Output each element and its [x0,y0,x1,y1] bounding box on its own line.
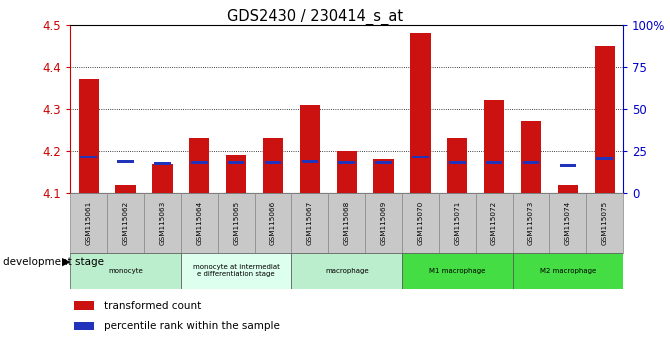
Bar [74,301,94,309]
Bar [291,253,402,289]
Bar [402,193,439,253]
Bar [70,253,181,289]
Bar [338,161,355,164]
Text: GSM115075: GSM115075 [602,201,608,245]
Bar [181,253,291,289]
Text: M1 macrophage: M1 macrophage [429,268,486,274]
Text: macrophage: macrophage [325,268,368,274]
Bar [375,161,392,164]
Bar [373,159,394,193]
Bar [410,33,431,193]
Bar [117,160,134,163]
Bar [412,156,429,159]
Text: GSM115068: GSM115068 [344,201,350,245]
Text: GSM115067: GSM115067 [307,201,313,245]
Bar [74,321,94,330]
Text: GSM115069: GSM115069 [381,201,387,245]
Bar [189,138,210,193]
Bar [328,193,365,253]
Text: monocyte at intermediat
e differentiation stage: monocyte at intermediat e differentiatio… [193,264,279,277]
Bar [449,161,466,164]
Bar [299,105,320,193]
Bar [107,193,144,253]
Bar [521,121,541,193]
Text: monocyte: monocyte [109,268,143,274]
Bar [596,157,613,160]
Bar [218,193,255,253]
Bar [557,184,578,193]
Bar [513,253,623,289]
Text: GSM115073: GSM115073 [528,201,534,245]
Bar [181,193,218,253]
Bar [154,162,171,165]
Bar [476,193,513,253]
Bar [80,156,97,159]
Bar [594,46,615,193]
Text: M2 macrophage: M2 macrophage [540,268,596,274]
Bar [447,138,468,193]
Bar [302,160,318,163]
Text: development stage: development stage [3,257,105,267]
Bar [70,193,107,253]
Text: GSM115066: GSM115066 [270,201,276,245]
Text: GSM115063: GSM115063 [159,201,165,245]
Bar [144,193,181,253]
Text: percentile rank within the sample: percentile rank within the sample [104,321,280,331]
Bar [559,164,576,167]
Bar [265,161,281,164]
Text: GSM115070: GSM115070 [417,201,423,245]
Bar [486,161,502,164]
Bar [336,151,357,193]
Text: GSM115061: GSM115061 [86,201,92,245]
Text: GSM115074: GSM115074 [565,201,571,245]
Bar [439,193,476,253]
Bar [115,184,136,193]
Text: GSM115062: GSM115062 [123,201,129,245]
Bar [191,161,208,164]
Bar [263,138,283,193]
Bar [523,161,539,164]
Text: GSM115072: GSM115072 [491,201,497,245]
Bar [291,193,328,253]
Text: GSM115071: GSM115071 [454,201,460,245]
Bar [402,253,513,289]
Bar [228,161,245,164]
Bar [484,101,505,193]
Bar [549,193,586,253]
Bar [226,155,247,193]
Bar [586,193,623,253]
Bar [78,79,99,193]
Text: ▶: ▶ [62,257,71,267]
Text: GDS2430 / 230414_s_at: GDS2430 / 230414_s_at [227,9,403,25]
Text: GSM115065: GSM115065 [233,201,239,245]
Bar [513,193,549,253]
Text: transformed count: transformed count [104,301,201,311]
Bar [255,193,291,253]
Text: GSM115064: GSM115064 [196,201,202,245]
Bar [152,164,173,193]
Bar [365,193,402,253]
